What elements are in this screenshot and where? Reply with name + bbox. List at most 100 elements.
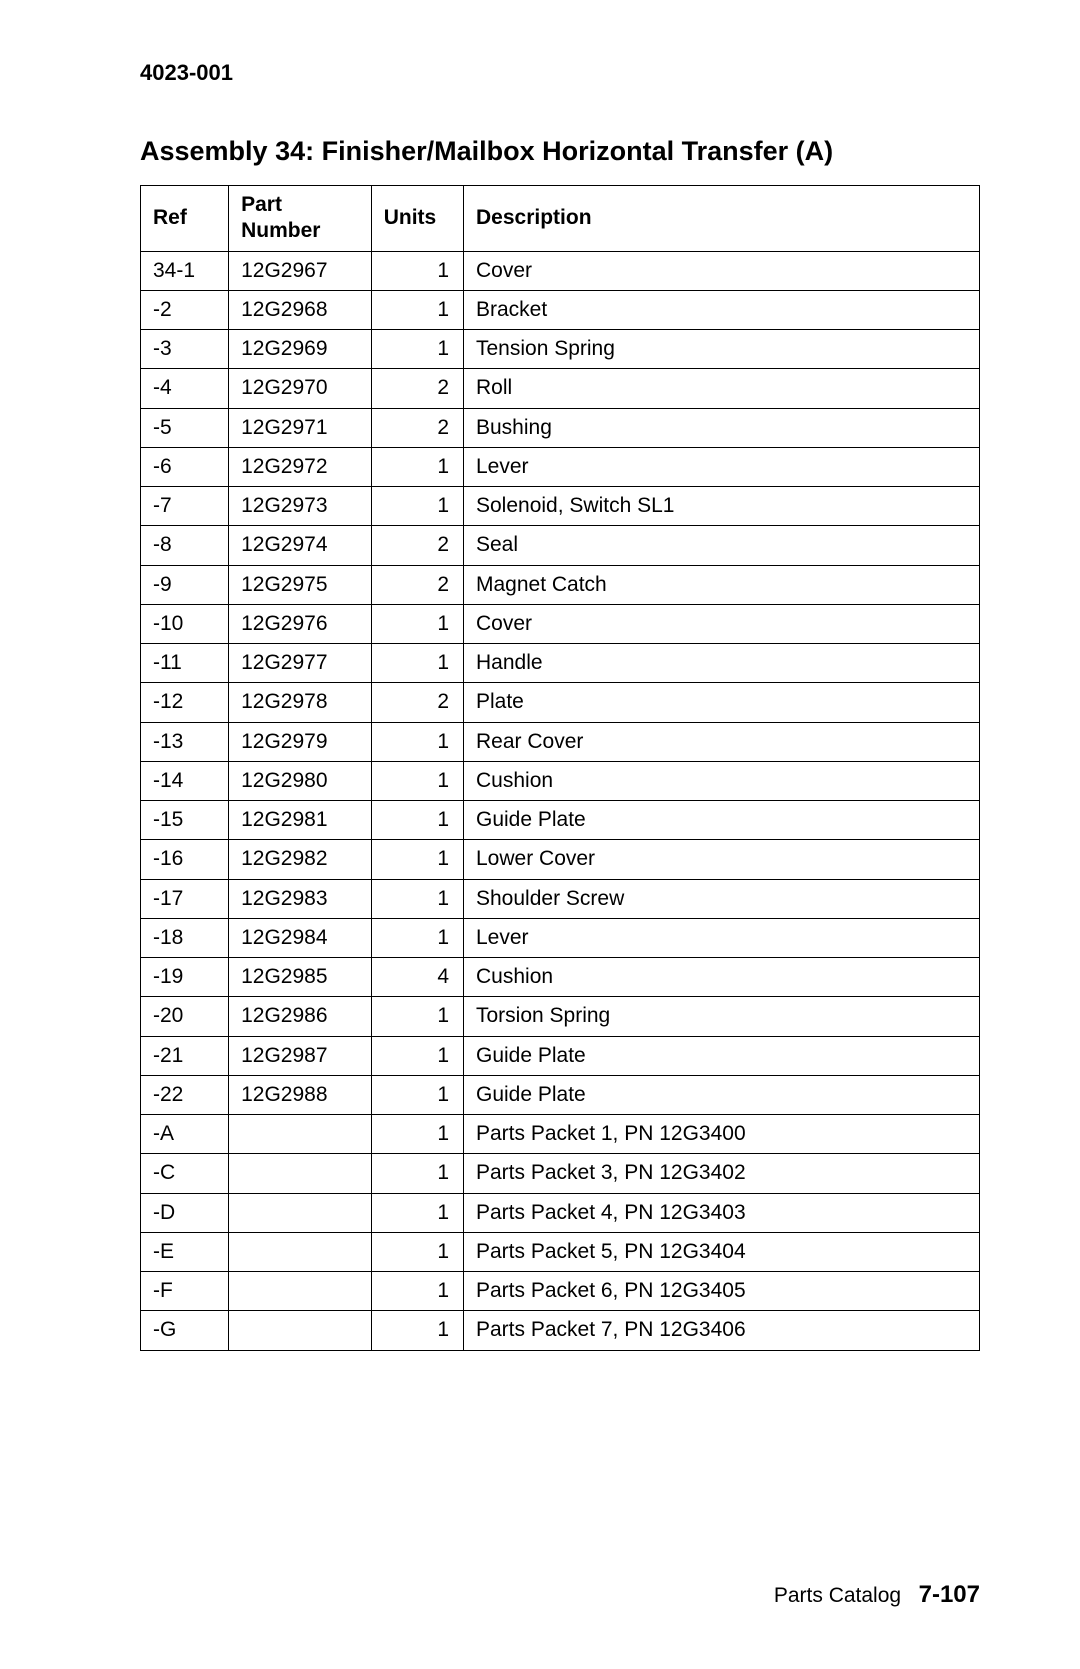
- cell-part: 12G2974: [229, 526, 372, 565]
- cell-ref: -18: [141, 918, 229, 957]
- cell-ref: -G: [141, 1311, 229, 1350]
- cell-part: 12G2972: [229, 447, 372, 486]
- cell-units: 1: [371, 918, 463, 957]
- cell-ref: -E: [141, 1232, 229, 1271]
- table-row: 34-112G29671Cover: [141, 251, 980, 290]
- cell-ref: -20: [141, 997, 229, 1036]
- cell-ref: -2: [141, 290, 229, 329]
- cell-ref: -11: [141, 644, 229, 683]
- cell-desc: Cover: [464, 251, 980, 290]
- cell-desc: Lower Cover: [464, 840, 980, 879]
- cell-desc: Bushing: [464, 408, 980, 447]
- cell-desc: Cushion: [464, 958, 980, 997]
- cell-desc: Shoulder Screw: [464, 879, 980, 918]
- cell-desc: Cover: [464, 604, 980, 643]
- cell-part: [229, 1232, 372, 1271]
- cell-desc: Handle: [464, 644, 980, 683]
- cell-desc: Guide Plate: [464, 1075, 980, 1114]
- cell-part: 12G2968: [229, 290, 372, 329]
- cell-ref: -A: [141, 1115, 229, 1154]
- cell-units: 2: [371, 565, 463, 604]
- cell-desc: Solenoid, Switch SL1: [464, 487, 980, 526]
- cell-desc: Roll: [464, 369, 980, 408]
- table-header-row: Ref Part Number Units Description: [141, 186, 980, 252]
- cell-units: 1: [371, 722, 463, 761]
- cell-part: [229, 1272, 372, 1311]
- cell-ref: -8: [141, 526, 229, 565]
- cell-part: 12G2988: [229, 1075, 372, 1114]
- table-row: -1712G29831Shoulder Screw: [141, 879, 980, 918]
- table-row: -1312G29791Rear Cover: [141, 722, 980, 761]
- cell-part: 12G2983: [229, 879, 372, 918]
- cell-ref: -F: [141, 1272, 229, 1311]
- parts-table: Ref Part Number Units Description 34-112…: [140, 185, 980, 1351]
- table-row: -1512G29811Guide Plate: [141, 801, 980, 840]
- table-row: -712G29731Solenoid, Switch SL1: [141, 487, 980, 526]
- cell-desc: Parts Packet 5, PN 12G3404: [464, 1232, 980, 1271]
- table-row: -2012G29861Torsion Spring: [141, 997, 980, 1036]
- table-row: -812G29742Seal: [141, 526, 980, 565]
- cell-units: 1: [371, 604, 463, 643]
- page-title: Assembly 34: Finisher/Mailbox Horizontal…: [140, 136, 980, 167]
- page-footer: Parts Catalog 7-107: [774, 1581, 980, 1609]
- cell-part: 12G2987: [229, 1036, 372, 1075]
- cell-desc: Plate: [464, 683, 980, 722]
- cell-desc: Lever: [464, 447, 980, 486]
- cell-part: [229, 1193, 372, 1232]
- col-ref: Ref: [141, 186, 229, 252]
- cell-ref: -9: [141, 565, 229, 604]
- table-row: -1112G29771Handle: [141, 644, 980, 683]
- cell-units: 1: [371, 1036, 463, 1075]
- cell-ref: -7: [141, 487, 229, 526]
- cell-units: 1: [371, 1115, 463, 1154]
- cell-ref: -22: [141, 1075, 229, 1114]
- table-row: -312G29691Tension Spring: [141, 330, 980, 369]
- cell-part: 12G2971: [229, 408, 372, 447]
- table-row: -912G29752Magnet Catch: [141, 565, 980, 604]
- cell-units: 1: [371, 801, 463, 840]
- cell-part: 12G2969: [229, 330, 372, 369]
- cell-desc: Magnet Catch: [464, 565, 980, 604]
- table-row: -1612G29821Lower Cover: [141, 840, 980, 879]
- cell-ref: -10: [141, 604, 229, 643]
- cell-desc: Bracket: [464, 290, 980, 329]
- cell-units: 1: [371, 330, 463, 369]
- footer-page: 7-107: [919, 1581, 980, 1608]
- cell-units: 2: [371, 526, 463, 565]
- table-row: -2212G29881Guide Plate: [141, 1075, 980, 1114]
- cell-part: 12G2975: [229, 565, 372, 604]
- cell-ref: -13: [141, 722, 229, 761]
- cell-ref: -12: [141, 683, 229, 722]
- table-row: -F 1Parts Packet 6, PN 12G3405: [141, 1272, 980, 1311]
- cell-part: 12G2982: [229, 840, 372, 879]
- cell-units: 1: [371, 644, 463, 683]
- cell-units: 1: [371, 1272, 463, 1311]
- cell-ref: -19: [141, 958, 229, 997]
- cell-units: 1: [371, 1232, 463, 1271]
- cell-desc: Parts Packet 6, PN 12G3405: [464, 1272, 980, 1311]
- table-row: -1012G29761Cover: [141, 604, 980, 643]
- table-row: -512G29712Bushing: [141, 408, 980, 447]
- table-row: -C1Parts Packet 3, PN 12G3402: [141, 1154, 980, 1193]
- table-row: -1412G29801Cushion: [141, 761, 980, 800]
- cell-desc: Lever: [464, 918, 980, 957]
- cell-part: 12G2973: [229, 487, 372, 526]
- cell-desc: Guide Plate: [464, 801, 980, 840]
- cell-ref: -C: [141, 1154, 229, 1193]
- cell-units: 1: [371, 1075, 463, 1114]
- cell-part: 12G2986: [229, 997, 372, 1036]
- table-row: -A1Parts Packet 1, PN 12G3400: [141, 1115, 980, 1154]
- cell-desc: Guide Plate: [464, 1036, 980, 1075]
- cell-ref: -16: [141, 840, 229, 879]
- cell-units: 1: [371, 761, 463, 800]
- cell-ref: -17: [141, 879, 229, 918]
- col-part: Part Number: [229, 186, 372, 252]
- document-id: 4023-001: [140, 60, 980, 86]
- cell-desc: Parts Packet 3, PN 12G3402: [464, 1154, 980, 1193]
- cell-units: 2: [371, 408, 463, 447]
- cell-desc: Cushion: [464, 761, 980, 800]
- cell-units: 2: [371, 683, 463, 722]
- footer-label: Parts Catalog: [774, 1584, 901, 1607]
- cell-part: 12G2976: [229, 604, 372, 643]
- col-units: Units: [371, 186, 463, 252]
